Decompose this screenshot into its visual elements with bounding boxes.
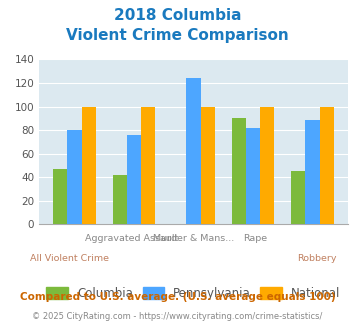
- Text: All Violent Crime: All Violent Crime: [31, 254, 109, 263]
- Text: Murder & Mans...: Murder & Mans...: [153, 234, 234, 243]
- Bar: [231, 118, 246, 224]
- Text: Compared to U.S. average. (U.S. average equals 100): Compared to U.S. average. (U.S. average …: [20, 292, 335, 302]
- Text: Robbery: Robbery: [297, 254, 337, 263]
- Bar: [82, 107, 96, 224]
- Text: © 2025 CityRating.com - https://www.cityrating.com/crime-statistics/: © 2025 CityRating.com - https://www.city…: [32, 312, 323, 321]
- Bar: [113, 175, 127, 224]
- Text: 2018 Columbia: 2018 Columbia: [114, 8, 241, 23]
- Text: Aggravated Assault: Aggravated Assault: [85, 234, 178, 243]
- Text: Violent Crime Comparison: Violent Crime Comparison: [66, 28, 289, 43]
- Bar: [53, 169, 67, 224]
- Bar: [67, 130, 82, 224]
- Legend: Columbia, Pennsylvania, National: Columbia, Pennsylvania, National: [42, 282, 345, 304]
- Bar: [305, 119, 320, 224]
- Bar: [186, 78, 201, 224]
- Bar: [141, 107, 155, 224]
- Bar: [260, 107, 274, 224]
- Text: Rape: Rape: [243, 234, 267, 243]
- Bar: [291, 171, 305, 224]
- Bar: [127, 135, 141, 224]
- Bar: [201, 107, 215, 224]
- Bar: [246, 128, 260, 224]
- Bar: [320, 107, 334, 224]
